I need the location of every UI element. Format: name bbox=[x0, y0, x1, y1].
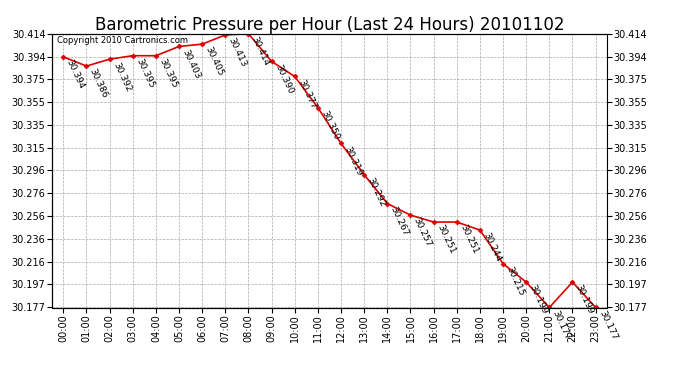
Text: 30.244: 30.244 bbox=[482, 231, 502, 264]
Text: 30.251: 30.251 bbox=[435, 224, 457, 256]
Text: 30.392: 30.392 bbox=[111, 60, 132, 93]
Text: 30.257: 30.257 bbox=[412, 216, 433, 249]
Text: 30.199: 30.199 bbox=[574, 284, 595, 316]
Title: Barometric Pressure per Hour (Last 24 Hours) 20101102: Barometric Pressure per Hour (Last 24 Ho… bbox=[95, 16, 564, 34]
Text: 30.177: 30.177 bbox=[551, 309, 572, 341]
Text: 30.177: 30.177 bbox=[597, 309, 618, 341]
Text: 30.350: 30.350 bbox=[319, 109, 341, 141]
Text: 30.414: 30.414 bbox=[250, 35, 271, 68]
Text: 30.394: 30.394 bbox=[65, 58, 86, 91]
Text: 30.390: 30.390 bbox=[273, 63, 295, 95]
Text: 30.267: 30.267 bbox=[388, 205, 410, 237]
Text: 30.251: 30.251 bbox=[458, 224, 480, 256]
Text: 30.403: 30.403 bbox=[180, 48, 202, 80]
Text: 30.199: 30.199 bbox=[528, 284, 549, 316]
Text: 30.215: 30.215 bbox=[504, 265, 526, 297]
Text: 30.395: 30.395 bbox=[134, 57, 156, 90]
Text: 30.395: 30.395 bbox=[157, 57, 179, 90]
Text: 30.319: 30.319 bbox=[342, 145, 364, 177]
Text: Copyright 2010 Cartronics.com: Copyright 2010 Cartronics.com bbox=[57, 36, 188, 45]
Text: 30.377: 30.377 bbox=[296, 78, 317, 110]
Text: 30.292: 30.292 bbox=[366, 176, 387, 208]
Text: 30.386: 30.386 bbox=[88, 68, 110, 100]
Text: 30.413: 30.413 bbox=[227, 36, 248, 69]
Text: 30.405: 30.405 bbox=[204, 45, 225, 78]
